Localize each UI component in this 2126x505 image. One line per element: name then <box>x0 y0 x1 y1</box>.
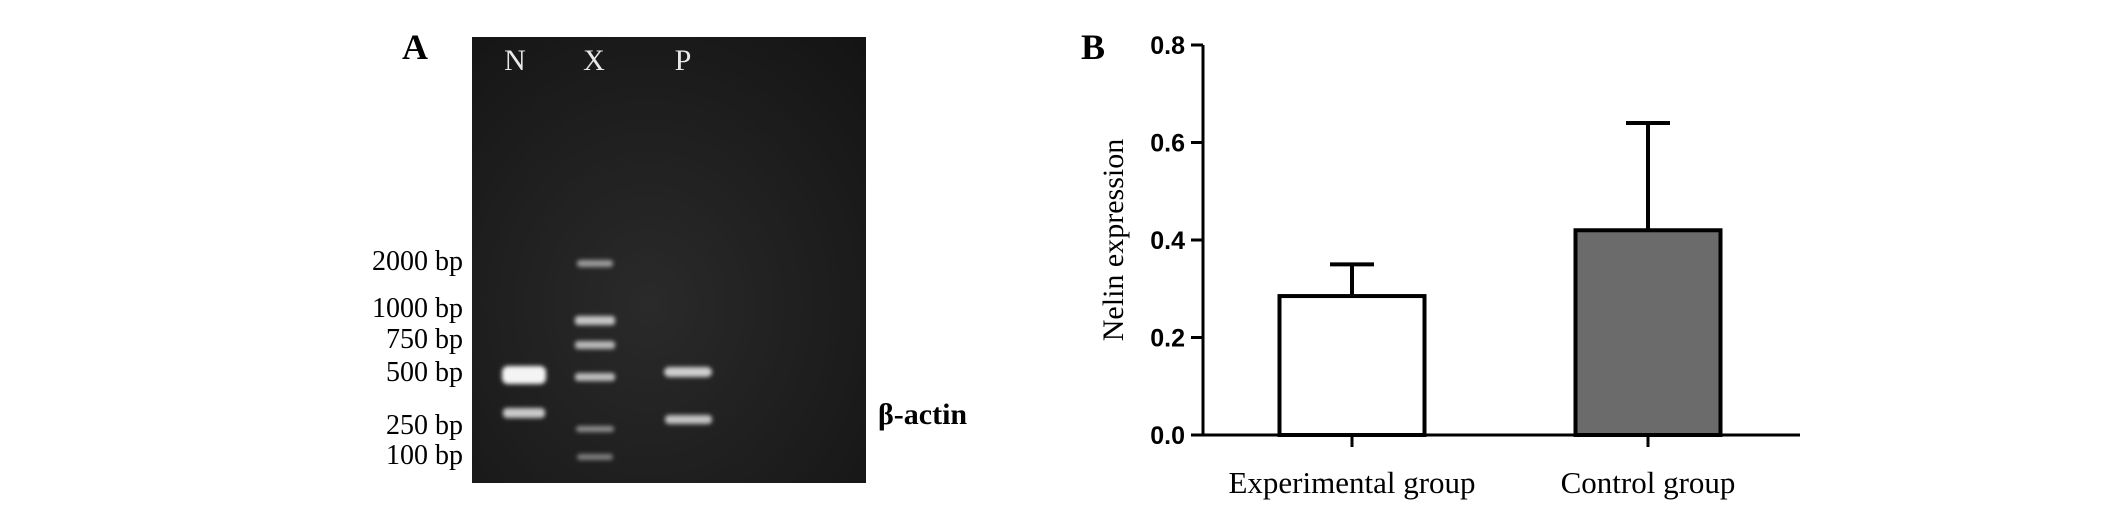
lane-n-bands <box>502 366 546 418</box>
lane-label-p: P <box>674 44 692 77</box>
ladder-label-500: 500 bp <box>386 357 463 388</box>
y-tick-label: 0.2 <box>1150 325 1185 353</box>
band <box>502 366 546 384</box>
ladder-label-100: 100 bp <box>386 440 463 471</box>
y-tick-label: 0.8 <box>1150 32 1185 60</box>
beta-actin-label: β-actin <box>878 398 968 431</box>
band <box>575 373 615 381</box>
ladder-label-250: 250 bp <box>386 410 463 441</box>
band <box>575 316 615 325</box>
band <box>577 260 613 267</box>
y-tick-label: 0.4 <box>1150 227 1185 255</box>
y-axis-label: Nelin expression <box>1097 139 1130 341</box>
band <box>503 408 545 418</box>
band <box>575 341 615 349</box>
bar <box>1277 294 1427 437</box>
panel-b-label: B <box>1081 27 1106 67</box>
bar <box>1573 228 1723 437</box>
y-tick-label: 0.0 <box>1150 422 1185 450</box>
ladder-label-750: 750 bp <box>386 324 463 355</box>
band <box>576 426 614 432</box>
x-category-label: Experimental group <box>1228 465 1475 500</box>
lane-p-bands <box>664 367 712 424</box>
lane-label-n: N <box>504 44 526 77</box>
bar-chart: 0.0 0.2 0.4 0.6 0.8 Nelin expression Experimen… <box>1097 32 1800 500</box>
ladder-bands <box>575 260 615 460</box>
band <box>577 454 613 460</box>
x-category-label: Control group <box>1561 465 1736 500</box>
ladder-label-2000: 2000 bp <box>372 246 463 277</box>
ladder-label-1000: 1000 bp <box>372 293 463 324</box>
panel-a-label: A <box>402 27 428 67</box>
lane-label-x: X <box>583 44 605 77</box>
gel-image <box>472 37 866 483</box>
band <box>665 415 712 424</box>
y-tick-label: 0.6 <box>1150 130 1185 158</box>
band <box>664 367 712 377</box>
